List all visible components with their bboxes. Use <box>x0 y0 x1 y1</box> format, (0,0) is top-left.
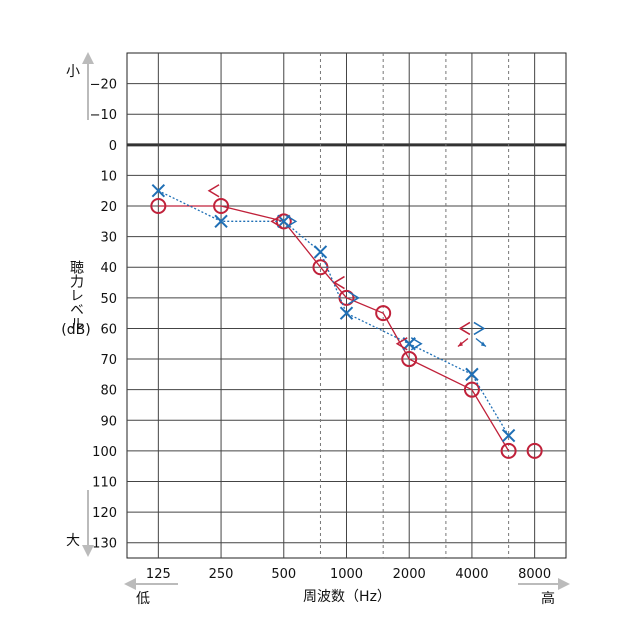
y-tick-label: 80 <box>100 384 117 399</box>
y-arrow-down-icon <box>82 545 94 557</box>
y-axis-title: 聴力レベル <box>68 260 84 330</box>
data-point-bracket-left <box>270 214 283 228</box>
series-3 <box>285 214 486 351</box>
axes: −20 −10 0 10 20 30 40 50 60 70 80 90 100 110 120 130 125… <box>61 52 570 590</box>
series-2 <box>207 184 471 351</box>
y-tick-label: 20 <box>100 200 117 215</box>
data-point-cross <box>501 428 516 443</box>
data-point-cross <box>339 306 354 320</box>
data-point-circle <box>500 442 517 459</box>
x-axis-title: 周波数（Hz） <box>303 589 391 605</box>
y-top-label: 小 <box>66 64 80 80</box>
y-tick-label: −10 <box>90 108 117 123</box>
labels: 小 大 低 高 周波数（Hz） <box>66 64 555 607</box>
data-point-bracket-left <box>458 321 471 336</box>
series-line <box>158 190 510 436</box>
data-point-circle <box>150 198 167 215</box>
y-tick-label: 120 <box>92 506 117 521</box>
data-point-bracket-left <box>395 337 408 351</box>
data-point-circle <box>463 381 480 398</box>
scale-out-arrowhead-icon <box>480 341 486 347</box>
x-tick-label: 1000 <box>330 567 363 582</box>
y-tick-label: 40 <box>100 261 117 276</box>
y-tick-label: 90 <box>100 414 117 429</box>
x-arrow-right-icon <box>558 578 570 590</box>
x-left-label: 低 <box>136 591 150 607</box>
data-point-bracket-left <box>333 275 345 290</box>
y-tick-label: 110 <box>92 475 117 490</box>
data-point-circle <box>213 198 230 215</box>
data-point-bracket-right <box>348 291 360 305</box>
y-tick-label: 0 <box>109 139 117 154</box>
y-tick-label: 50 <box>100 292 117 307</box>
y-tick-label: 10 <box>100 169 117 184</box>
data-point-bracket-right <box>473 321 486 336</box>
x-tick-label: 125 <box>146 567 171 582</box>
data-point-circle <box>338 289 355 306</box>
data-point-cross <box>313 245 328 259</box>
y-tick-label: 130 <box>92 537 117 552</box>
x-tick-label: 4000 <box>455 567 488 582</box>
x-tick-label: 2000 <box>393 567 426 582</box>
grid <box>126 52 567 559</box>
data-point-cross <box>214 214 228 229</box>
data-point-bracket-right <box>285 214 298 228</box>
data-point-bracket-right <box>410 337 423 351</box>
y-arrow-up-icon <box>82 52 94 64</box>
series-1 <box>151 184 516 443</box>
x-tick-label: 8000 <box>518 567 551 582</box>
y-tick-label: 70 <box>100 353 117 368</box>
x-arrow-left-icon <box>124 578 136 590</box>
y-tick-label: 100 <box>92 445 117 460</box>
data-point-circle <box>375 305 392 322</box>
series-line <box>158 205 510 452</box>
y-bottom-label: 大 <box>66 533 80 549</box>
y-axis-unit: (dB) <box>61 322 90 338</box>
x-tick-label: 250 <box>209 567 234 582</box>
series <box>150 184 543 459</box>
scale-out-arrowhead-icon <box>457 341 463 347</box>
x-tick-label: 500 <box>271 567 296 582</box>
y-tick-label: −20 <box>90 78 117 93</box>
data-point-cross <box>151 184 166 198</box>
data-point-circle <box>401 351 418 368</box>
y-tick-label: 30 <box>100 231 117 246</box>
data-point-circle <box>526 442 543 459</box>
data-point-bracket-left <box>207 184 220 198</box>
x-right-label: 高 <box>541 590 555 607</box>
y-tick-label: 60 <box>100 322 117 337</box>
data-point-cross <box>465 367 479 382</box>
